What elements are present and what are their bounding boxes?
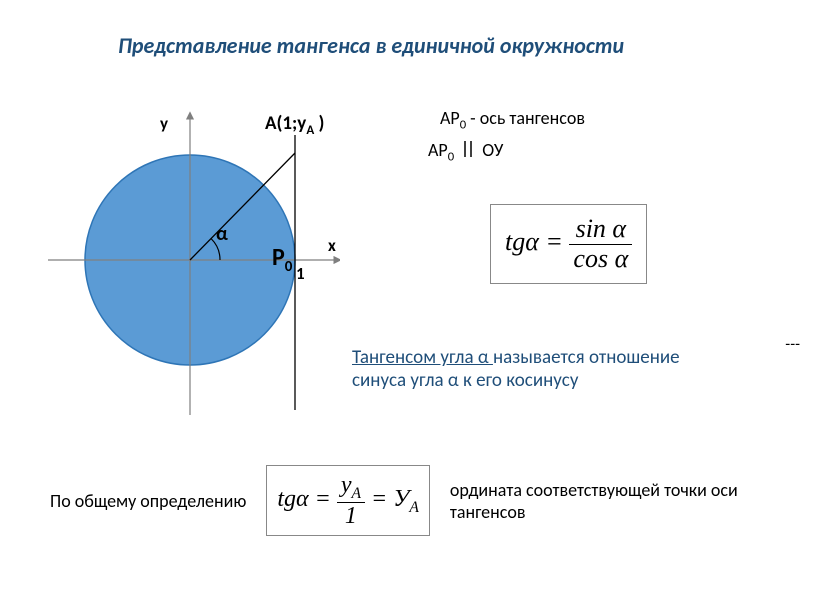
bottom-row: По общему определению tgα = yA1 = УA орд…	[50, 465, 770, 536]
tg-formula-main: tgα = sin αcos α	[490, 204, 647, 284]
y-axis-label: y	[160, 113, 168, 134]
ap0-axis-caption: AP0 - ось тангенсов	[440, 107, 800, 133]
tg-formula-general: tgα = yA1 = УA	[266, 465, 430, 536]
right-column: AP0 - ось тангенсов AP0 ОУ tgα = sin αco…	[420, 95, 800, 284]
alpha-label: α	[216, 222, 228, 246]
x-axis-label: x	[328, 235, 336, 256]
dashes-text: ---	[785, 335, 800, 354]
general-def-label: По общему определению	[50, 490, 246, 512]
one-label: 1	[296, 263, 305, 284]
unit-circle-diagram: y x 1 α P0 A(1;yA )	[40, 85, 340, 425]
parallel-icon	[458, 139, 478, 164]
ap0-parallel-caption: AP0 ОУ	[428, 139, 800, 165]
page-title: Представление тангенса в единичной окруж…	[118, 32, 624, 59]
ordinate-caption: ордината соответствующей точки оси танге…	[450, 479, 770, 523]
tangent-definition: Тангенсом угла α называется отношение си…	[352, 346, 772, 392]
point-a-label: A(1;yA )	[265, 112, 324, 138]
diagram-svg: y x 1 α P0 A(1;yA )	[40, 85, 340, 425]
